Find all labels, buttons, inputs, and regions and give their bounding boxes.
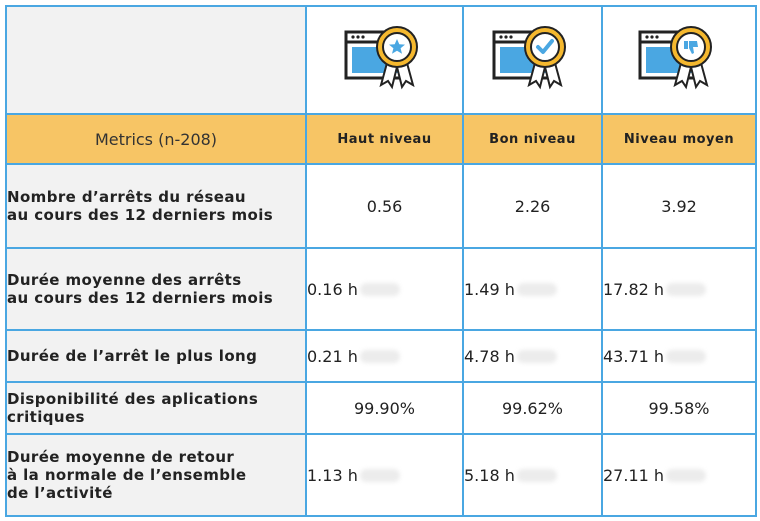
redacted-mark: [516, 468, 557, 482]
value-cell: 1.13 h: [305, 433, 464, 517]
table-row: Disponibilité des aplications critiques …: [5, 381, 757, 435]
header-row: Metrics (n-208) Haut niveau Bon niveau N…: [5, 113, 757, 165]
row-label: Durée moyenne de retour à la normale de …: [5, 433, 307, 517]
value-cell: 0.21 h: [305, 329, 464, 383]
level-header-haut: Haut niveau: [305, 113, 464, 165]
row-label: Disponibilité des aplications critiques: [5, 381, 307, 435]
value-cell: 0.16 h: [305, 247, 464, 331]
table-row: Durée de l’arrêt le plus long 0.21 h 4.7…: [5, 329, 757, 383]
redacted-mark: [516, 349, 557, 363]
value-cell: 5.18 h: [462, 433, 603, 517]
value-text: 27.11 h: [603, 465, 665, 485]
row-label: Durée de l’arrêt le plus long: [5, 329, 307, 383]
metrics-table: Metrics (n-208) Haut niveau Bon niveau N…: [5, 5, 757, 517]
table-row: Durée moyenne des arrêts au cours des 12…: [5, 247, 757, 331]
icon-row: [5, 5, 757, 115]
value-cell: 0.56: [305, 163, 464, 249]
metrics-header: Metrics (n-208): [5, 113, 307, 165]
row-label: Nombre d’arrêts du réseau au cours des 1…: [5, 163, 307, 249]
bon-niveau-badge-cell: [462, 5, 603, 115]
value-cell: 3.92: [601, 163, 757, 249]
redacted-mark: [359, 468, 400, 482]
redacted-mark: [516, 282, 557, 296]
value-cell: 99.90%: [305, 381, 464, 435]
value-text: 17.82 h: [603, 279, 665, 299]
value-text: 5.18 h: [464, 465, 515, 485]
value-text: 0.21 h: [307, 346, 358, 366]
redacted-mark: [666, 349, 707, 363]
value-text: 1.13 h: [307, 465, 358, 485]
value-cell: 27.11 h: [601, 433, 757, 517]
check-badge-icon: [492, 26, 566, 90]
value-cell: 43.71 h: [601, 329, 757, 383]
redacted-mark: [359, 282, 400, 296]
thumbs-down-badge-icon: [638, 26, 712, 90]
table-row: Durée moyenne de retour à la normale de …: [5, 433, 757, 517]
redacted-mark: [666, 468, 707, 482]
value-text: 0.16 h: [307, 279, 358, 299]
empty-corner-cell: [5, 5, 307, 115]
value-cell: 99.62%: [462, 381, 603, 435]
value-cell: 99.58%: [601, 381, 757, 435]
value-text: 43.71 h: [603, 346, 665, 366]
value-cell: 2.26: [462, 163, 603, 249]
row-label: Durée moyenne des arrêts au cours des 12…: [5, 247, 307, 331]
star-badge-icon: [344, 26, 418, 90]
value-cell: 17.82 h: [601, 247, 757, 331]
haut-niveau-badge-cell: [305, 5, 464, 115]
redacted-mark: [666, 282, 707, 296]
value-cell: 4.78 h: [462, 329, 603, 383]
value-cell: 1.49 h: [462, 247, 603, 331]
table-row: Nombre d’arrêts du réseau au cours des 1…: [5, 163, 757, 249]
value-text: 1.49 h: [464, 279, 515, 299]
redacted-mark: [359, 349, 400, 363]
value-text: 4.78 h: [464, 346, 515, 366]
level-header-bon: Bon niveau: [462, 113, 603, 165]
niveau-moyen-badge-cell: [601, 5, 757, 115]
level-header-moyen: Niveau moyen: [601, 113, 757, 165]
